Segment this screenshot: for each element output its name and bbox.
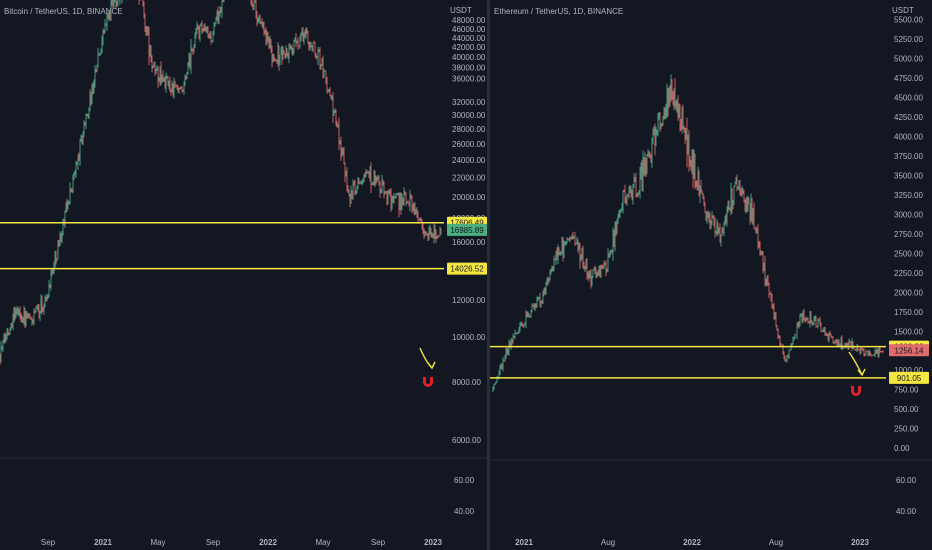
price-axis-tick-label: 36000.00 [452, 74, 486, 83]
price-axis-tick-label: 48000.00 [452, 16, 486, 25]
price-axis-tick-label: 500.00 [894, 405, 919, 414]
indicator-axis-tick-label: 40.00 [896, 507, 917, 516]
chart-title: Ethereum / TetherUS, 1D, BINANCE [494, 7, 623, 16]
time-axis-tick-label: 2021 [94, 538, 112, 547]
price-axis-tick-label: 44000.00 [452, 34, 486, 43]
price-axis-tick-label: 3000.00 [894, 210, 923, 219]
price-axis-tick-label: 6000.00 [452, 436, 481, 445]
price-axis-tick-label: 8000.00 [452, 378, 481, 387]
price-axis-tick-label: 5000.00 [894, 55, 923, 64]
level-price-tag [447, 262, 487, 275]
current-price-tag [447, 223, 487, 236]
price-axis-tick-label: 26000.00 [452, 140, 486, 149]
price-axis-tick-label: 42000.00 [452, 43, 486, 52]
indicator-axis-tick-label: 60.00 [454, 476, 475, 485]
arrow-head-icon [857, 368, 866, 377]
chart-title: Bitcoin / TetherUS, 1D, BINANCE [4, 7, 123, 16]
price-axis-tick-label: 0.00 [894, 444, 910, 453]
price-axis-tick-label: 5250.00 [894, 35, 923, 44]
price-axis-tick-label: 750.00 [894, 386, 919, 395]
price-axis-tick-label: 4250.00 [894, 113, 923, 122]
price-axis-tick-label: 1750.00 [894, 308, 923, 317]
price-axis-tick-label: 12000.00 [452, 296, 486, 305]
level-price-label: 17606.49 [450, 219, 484, 228]
price-axis-tick-label: 1000.00 [894, 366, 923, 375]
time-axis-tick-label: May [150, 538, 165, 547]
price-axis-tick-label: 250.00 [894, 425, 919, 434]
price-axis-tick-label: 2000.00 [894, 288, 923, 297]
bitcoin-chart-pane[interactable]: Bitcoin / TetherUS, 1D, BINANCE USDT 6000.… [0, 0, 487, 550]
level-price-label: 901.05 [897, 374, 922, 383]
time-axis-tick-label: Sep [206, 538, 221, 547]
price-axis-tick-label: 4500.00 [894, 94, 923, 103]
price-axis-tick-label: 1500.00 [894, 327, 923, 336]
price-axis-tick-label: 3750.00 [894, 152, 923, 161]
price-axis-tick-label: 10000.00 [452, 333, 486, 342]
time-axis-tick-label: Aug [601, 538, 615, 547]
price-axis-tick-label: 32000.00 [452, 98, 486, 107]
current-price-label: 16985.89 [450, 226, 484, 235]
time-axis-tick-label: 2022 [683, 538, 701, 547]
price-axis-tick-label: 5500.00 [894, 16, 923, 25]
price-axis-tick-label: 24000.00 [452, 156, 486, 165]
time-axis-tick-label: Sep [41, 538, 56, 547]
price-axis-tick-label: 3250.00 [894, 191, 923, 200]
time-axis-tick-label: Sep [371, 538, 386, 547]
price-axis-tick-label: 3500.00 [894, 171, 923, 180]
price-axis-tick-label: 38000.00 [452, 63, 486, 72]
candle-series [491, 74, 884, 392]
price-axis-tick-label: 2250.00 [894, 269, 923, 278]
price-axis-tick-label: 2750.00 [894, 230, 923, 239]
candle-series [0, 0, 442, 365]
time-axis-tick-label: 2023 [851, 538, 869, 547]
price-axis-unit: USDT [892, 6, 914, 15]
level-price-tag [889, 371, 929, 384]
time-axis-tick-label: Aug [769, 538, 783, 547]
time-axis-tick-label: 2021 [515, 538, 533, 547]
time-axis-tick-label: May [315, 538, 330, 547]
price-axis-tick-label: 4750.00 [894, 74, 923, 83]
ethereum-chart-pane[interactable]: Ethereum / TetherUS, 1D, BINANCE USDT 0.00… [490, 0, 932, 550]
price-axis-tick-label: 22000.00 [452, 174, 486, 183]
price-axis-tick-label: 40000.00 [452, 53, 486, 62]
price-axis-unit: USDT [450, 6, 472, 15]
price-axis-tick-label: 16000.00 [452, 238, 486, 247]
price-axis-tick-label: 20000.00 [452, 193, 486, 202]
current-price-tag [889, 344, 929, 357]
indicator-axis-tick-label: 60.00 [896, 476, 917, 485]
magnet-icon[interactable] [423, 377, 433, 387]
ethereum-chart[interactable]: Ethereum / TetherUS, 1D, BINANCE USDT 0.00… [490, 0, 932, 550]
magnet-icon[interactable] [851, 386, 861, 396]
bitcoin-chart[interactable]: Bitcoin / TetherUS, 1D, BINANCE USDT 6000.… [0, 0, 487, 550]
arrow-head-icon [427, 361, 436, 370]
level-price-label: 14026.52 [450, 265, 484, 274]
price-axis-tick-label: 4000.00 [894, 133, 923, 142]
price-axis-tick-label: 30000.00 [452, 111, 486, 120]
price-axis-tick-label: 28000.00 [452, 125, 486, 134]
price-axis-tick-label: 2500.00 [894, 249, 923, 258]
time-axis-tick-label: 2022 [259, 538, 277, 547]
pane-separator[interactable] [487, 0, 490, 550]
time-axis-tick-label: 2023 [424, 538, 442, 547]
current-price-label: 1256.14 [895, 346, 924, 355]
price-axis-tick-label: 46000.00 [452, 25, 486, 34]
indicator-axis-tick-label: 40.00 [454, 507, 475, 516]
